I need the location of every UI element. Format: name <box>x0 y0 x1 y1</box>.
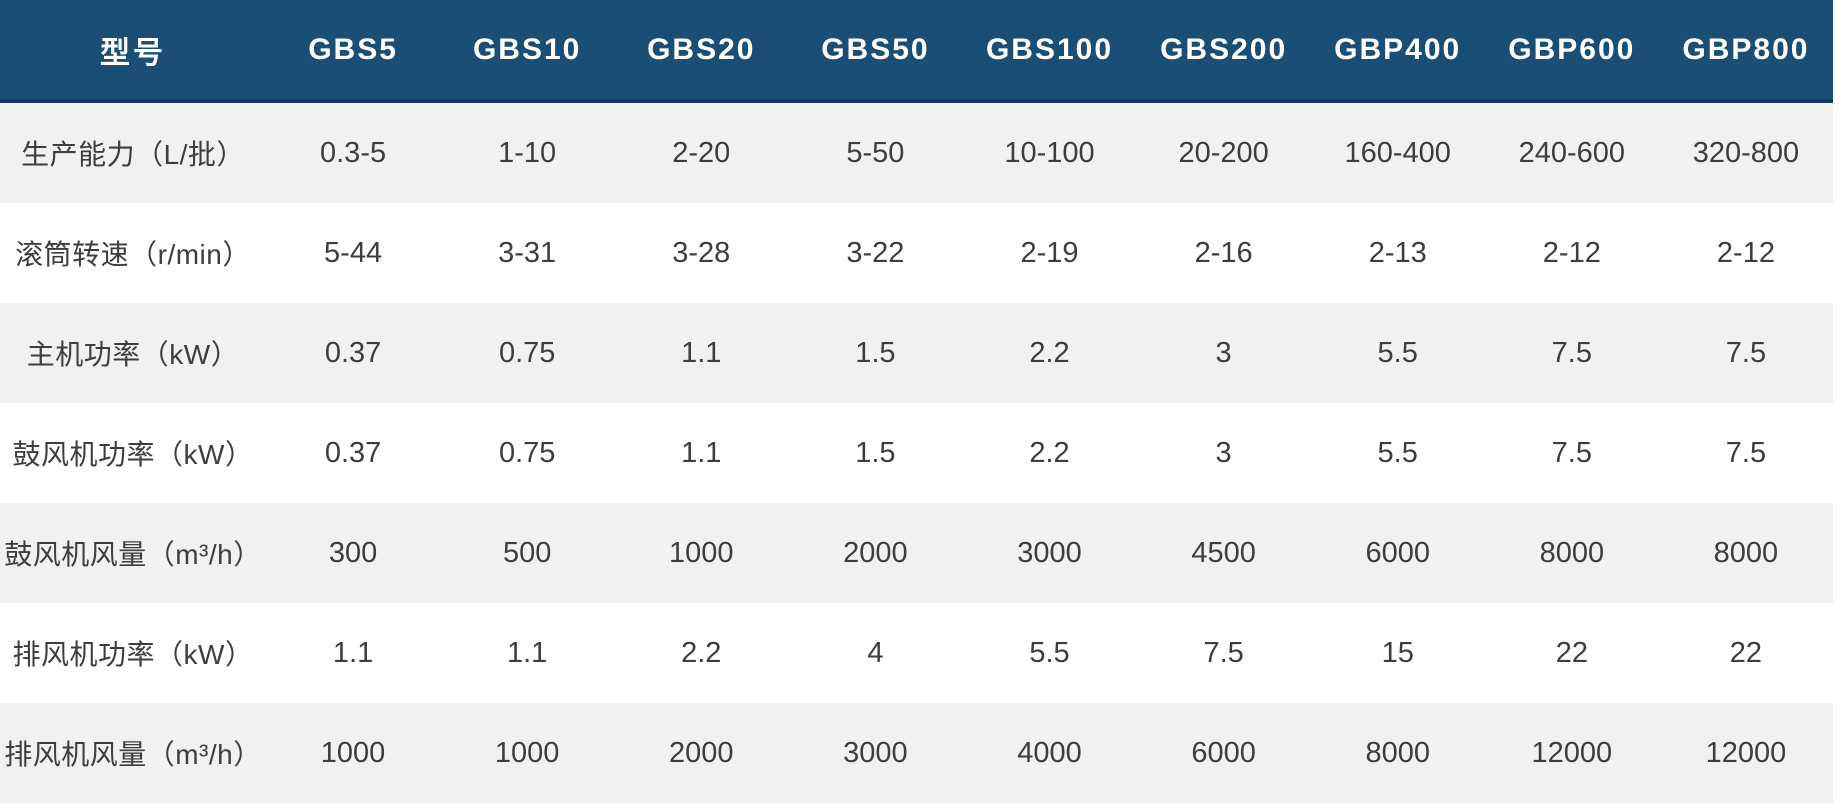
table-cell: 4500 <box>1191 536 1256 569</box>
table-cell: 0.75 <box>498 336 556 369</box>
table-row-blower-airflow: 鼓风机风量（m³/h） 300 500 1000 2000 3000 4500 … <box>0 503 1833 603</box>
column-header-gbp800: GBP800 <box>1658 0 1833 103</box>
table-cell: 20-200 <box>1178 136 1269 169</box>
table-cell: 1.1 <box>507 636 548 669</box>
table-cell: 2-16 <box>1194 236 1253 269</box>
table-cell: 1000 <box>494 736 560 769</box>
table-cell: 300 <box>328 536 378 569</box>
column-header-gbs10: GBS10 <box>440 0 615 103</box>
column-header-gbs200: GBS200 <box>1136 0 1311 103</box>
table-cell: 3-22 <box>846 236 905 269</box>
table-cell: 6000 <box>1191 736 1256 769</box>
table-cell: 5-44 <box>324 236 383 269</box>
table-cell: 1.5 <box>855 436 896 469</box>
table-cell: 500 <box>502 536 552 569</box>
table-cell: 0.3-5 <box>320 136 387 169</box>
table-cell: 0.37 <box>324 436 382 469</box>
table-cell: 1000 <box>669 536 734 569</box>
row-label: 鼓风机功率（kW） <box>12 439 254 470</box>
table-cell: 2-13 <box>1368 236 1427 269</box>
table-cell: 2-12 <box>1716 236 1775 269</box>
table-cell: 2.2 <box>1029 336 1070 369</box>
table-cell: 12000 <box>1705 736 1787 769</box>
table-row-blower-power: 鼓风机功率（kW） 0.37 0.75 1.1 1.5 2.2 3 5.5 7.… <box>0 403 1833 503</box>
column-header-gbs50: GBS50 <box>788 0 963 103</box>
row-label: 生产能力（L/批） <box>21 139 245 170</box>
table-cell: 2000 <box>843 536 908 569</box>
table-cell: 12000 <box>1531 736 1613 769</box>
header-row: 型号 GBS5 GBS10 GBS20 GBS50 GBS100 GBS200 … <box>0 0 1833 103</box>
table-cell: 15 <box>1381 636 1414 669</box>
table-cell: 5-50 <box>846 136 905 169</box>
row-label: 滚筒转速（r/min） <box>15 239 251 270</box>
table-row-drum-speed: 滚筒转速（r/min） 5-44 3-31 3-28 3-22 2-19 2-1… <box>0 203 1833 303</box>
table-row-exhaust-fan-airflow: 排风机风量（m³/h） 1000 1000 2000 3000 4000 600… <box>0 703 1833 803</box>
column-header-gbp600: GBP600 <box>1484 0 1659 103</box>
table-cell: 22 <box>1555 636 1588 669</box>
table-cell: 7.5 <box>1725 436 1767 469</box>
table-cell: 5.5 <box>1029 636 1070 669</box>
table-cell: 3000 <box>843 736 908 769</box>
table-cell: 0.75 <box>498 436 556 469</box>
table-cell: 3 <box>1215 336 1232 369</box>
table-row-exhaust-fan-power: 排风机功率（kW） 1.1 1.1 2.2 4 5.5 7.5 15 22 22 <box>0 603 1833 703</box>
column-header-gbs100: GBS100 <box>962 0 1137 103</box>
row-label: 排风机风量（m³/h） <box>4 739 262 770</box>
table-cell: 2000 <box>669 736 734 769</box>
table-cell: 2.2 <box>1029 436 1070 469</box>
table-cell: 3-28 <box>672 236 731 269</box>
table-cell: 7.5 <box>1551 436 1592 469</box>
table-cell: 8000 <box>1539 536 1605 569</box>
table-cell: 2-20 <box>672 136 731 169</box>
table-cell: 1000 <box>320 736 386 769</box>
table-cell: 4000 <box>1017 736 1082 769</box>
table-cell: 160-400 <box>1344 136 1451 169</box>
table-cell: 5.5 <box>1377 336 1418 369</box>
table-cell: 2.2 <box>681 636 722 669</box>
table-cell: 5.5 <box>1377 436 1418 469</box>
table-cell: 1.1 <box>681 436 722 469</box>
row-label: 鼓风机风量（m³/h） <box>4 539 262 570</box>
table-cell: 10-100 <box>1004 136 1095 169</box>
column-header-gbs20: GBS20 <box>614 0 789 103</box>
table-cell: 7.5 <box>1551 336 1592 369</box>
table-cell: 1.1 <box>332 636 374 669</box>
table-cell: 0.37 <box>324 336 382 369</box>
table-cell: 1-10 <box>498 136 557 169</box>
row-label: 排风机功率（kW） <box>12 639 254 670</box>
table-row-production-capacity: 生产能力（L/批） 0.3-5 1-10 2-20 5-50 10-100 20… <box>0 101 1833 203</box>
table-cell: 4 <box>867 636 884 669</box>
table-cell: 22 <box>1729 636 1763 669</box>
table-cell: 240-600 <box>1518 136 1626 169</box>
table-cell: 6000 <box>1365 536 1430 569</box>
table-cell: 8000 <box>1365 736 1430 769</box>
column-header-model: 型号 <box>0 0 266 103</box>
table-cell: 1.1 <box>681 336 722 369</box>
table-cell: 7.5 <box>1203 636 1244 669</box>
table-row-main-motor-power: 主机功率（kW） 0.37 0.75 1.1 1.5 2.2 3 5.5 7.5… <box>0 303 1833 403</box>
table-cell: 8000 <box>1713 536 1779 569</box>
row-label: 主机功率（kW） <box>26 339 240 370</box>
table-cell: 3000 <box>1017 536 1082 569</box>
table-cell: 3 <box>1215 436 1232 469</box>
table-cell: 3-31 <box>498 236 557 269</box>
column-header-gbs5: GBS5 <box>266 0 441 103</box>
table-cell: 1.5 <box>855 336 896 369</box>
column-header-gbp400: GBP400 <box>1310 0 1485 103</box>
table-cell: 7.5 <box>1725 336 1767 369</box>
table-cell: 320-800 <box>1692 136 1800 169</box>
table-cell: 2-19 <box>1020 236 1079 269</box>
table-cell: 2-12 <box>1542 236 1601 269</box>
